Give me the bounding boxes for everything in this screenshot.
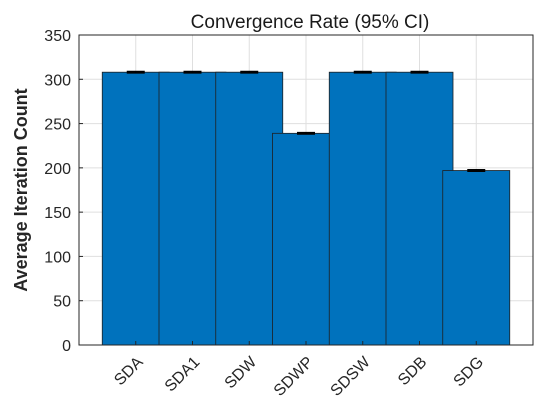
y-tick-label: 350 [44,28,71,45]
y-tick-label: 300 [44,72,71,89]
y-tick-label: 50 [53,294,71,311]
bar [328,71,397,346]
y-tick-label: 250 [44,117,71,134]
y-tick-layer: 0 50 100 150 200 250 300 350 [44,28,83,355]
bar [442,170,511,346]
bar [272,132,340,346]
y-tick-label: 100 [44,249,71,266]
x-tick-label: SDW [222,353,261,392]
bar [101,71,170,346]
x-tick-label: SDWP [271,354,317,400]
y-tick-label: 150 [44,205,71,222]
x-tick-label: SDSW [328,353,375,400]
x-tick-label: SDA1 [162,354,204,396]
x-tick-layer: SDA SDA1 SDW SDWP SDSW SDB SDG [111,341,487,400]
bar [215,71,284,346]
bar-layer [101,71,511,346]
y-tick-label: 0 [62,338,71,355]
bar [385,71,454,346]
x-tick-label: SDB [395,354,430,389]
y-tick-label: 200 [44,161,71,178]
y-axis-label: Average Iteration Count [11,88,31,291]
error-bar-layer [126,70,486,172]
chart-title: Convergence Rate (95% CI) [191,12,430,33]
x-tick-label: SDG [451,354,488,391]
x-tick-label: SDA [111,354,147,390]
